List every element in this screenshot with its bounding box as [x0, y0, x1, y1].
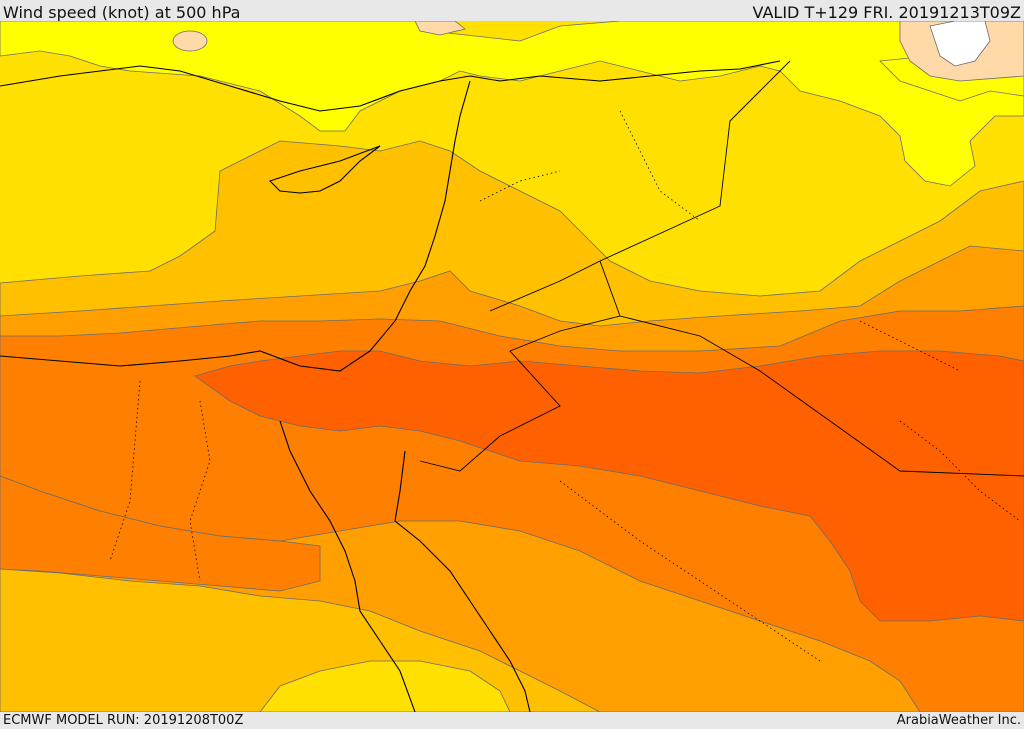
border-lines: [419, 60, 1024, 477]
coastline-north: [0, 60, 781, 112]
field-white-ne: [929, 21, 991, 67]
field-peach-n: [414, 21, 466, 36]
valid-time: VALID T+129 FRI. 20191213T09Z: [752, 3, 1021, 22]
map-canvas: [0, 21, 1024, 712]
model-run-label: ECMWF MODEL RUN: 20191208T00Z: [3, 713, 244, 728]
footer-bar: ECMWF MODEL RUN: 20191208T00Z ArabiaWeat…: [0, 712, 1024, 729]
dotted-borders: [109, 110, 1021, 662]
map-title: Wind speed (knot) at 500 hPa: [3, 3, 241, 22]
field-yellow-south: [259, 660, 511, 712]
field-light-yellow-north: [0, 21, 1024, 187]
header-bar: Wind speed (knot) at 500 hPa VALID T+129…: [0, 0, 1024, 22]
red-sea-coast-east: [394, 450, 531, 712]
field-orange-red: [194, 350, 1024, 622]
red-sea-coast: [279, 420, 416, 712]
field-peach-blob: [172, 30, 208, 52]
cyprus: [268, 145, 381, 194]
coastline: [0, 80, 471, 372]
credit-label: ArabiaWeather Inc.: [896, 713, 1021, 728]
wind-speed-map: [0, 21, 1024, 712]
